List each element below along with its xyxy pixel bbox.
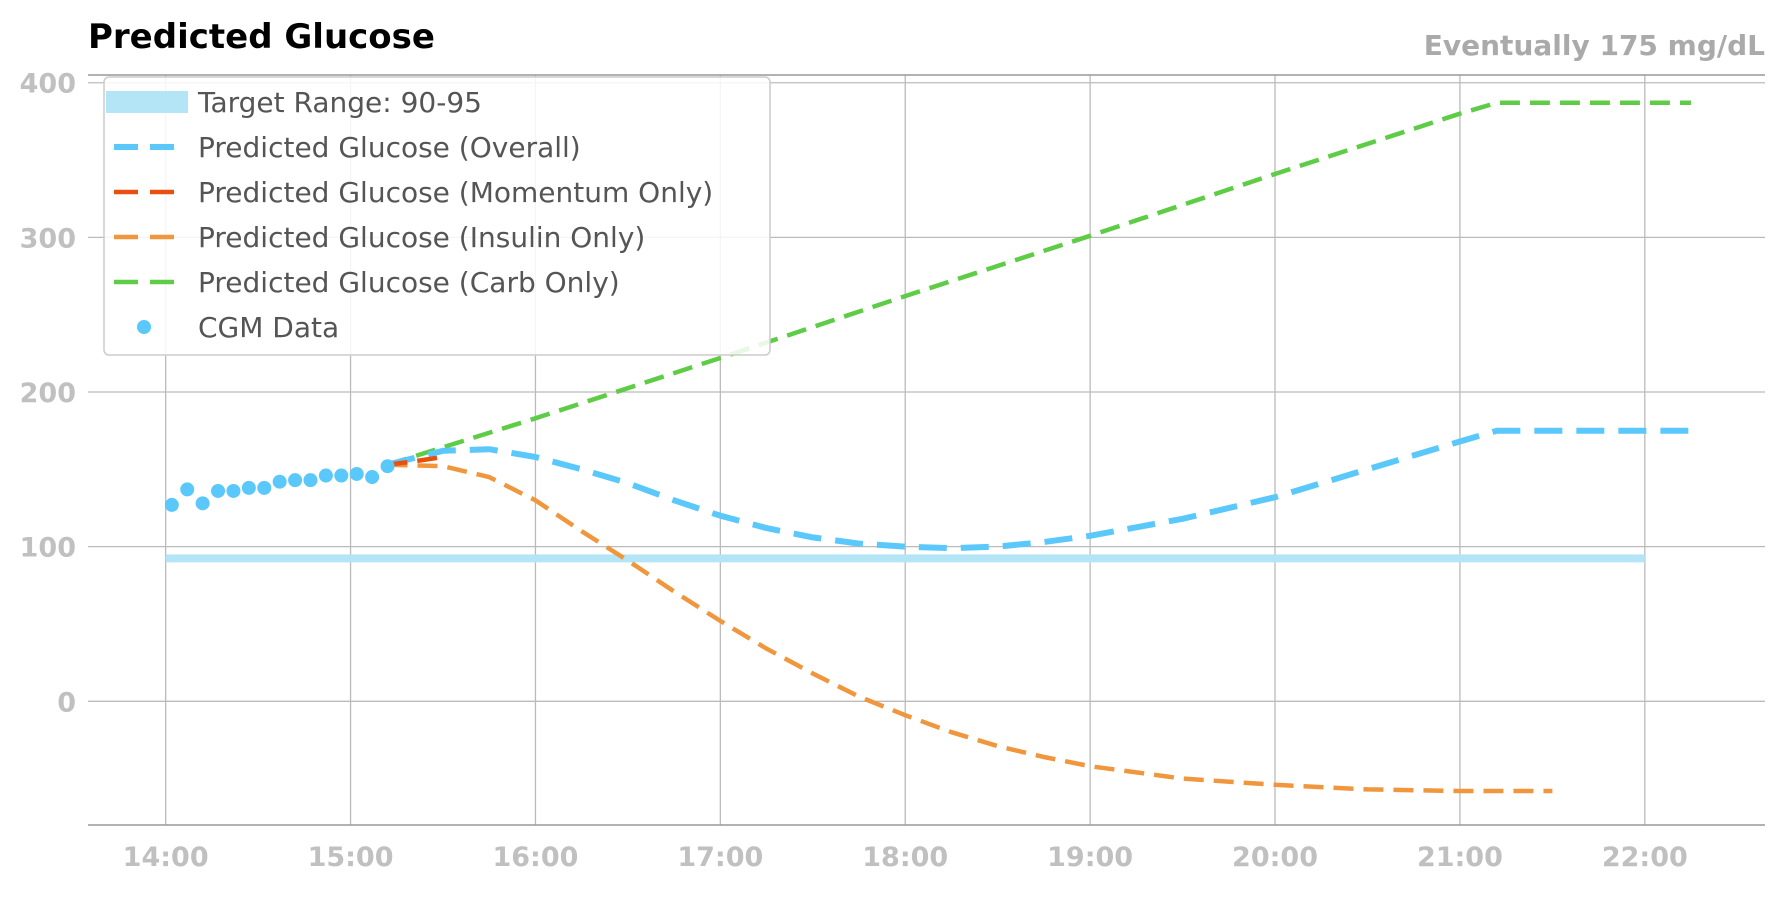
series-line-carb xyxy=(386,100,1691,467)
cgm-point xyxy=(334,468,349,483)
cgm-point xyxy=(349,466,364,481)
y-tick-label: 400 xyxy=(20,69,76,100)
legend-swatch-dot xyxy=(137,320,151,334)
cgm-points xyxy=(164,459,395,512)
series-line-momentum xyxy=(387,454,444,467)
axes xyxy=(88,74,1765,826)
x-tick-label: 14:00 xyxy=(123,842,209,873)
cgm-point xyxy=(257,480,272,495)
legend-box xyxy=(103,76,771,356)
x-tick-label: 19:00 xyxy=(1047,842,1133,873)
chart-subtitle: Eventually 175 mg/dL xyxy=(1424,29,1765,62)
legend: Target Range: 90-95 Predicted Glucose (Ov… xyxy=(103,76,771,356)
legend-swatch-target xyxy=(106,91,188,113)
legend-label: CGM Data xyxy=(198,311,339,344)
cgm-point xyxy=(241,480,256,495)
cgm-point xyxy=(288,473,303,488)
cgm-point xyxy=(318,468,333,483)
cgm-point xyxy=(303,473,318,488)
x-tick-label: 17:00 xyxy=(677,842,763,873)
legend-label: Predicted Glucose (Insulin Only) xyxy=(198,221,645,254)
y-tick-label: 200 xyxy=(20,378,76,409)
cgm-point xyxy=(180,482,195,497)
legend-label: Predicted Glucose (Momentum Only) xyxy=(198,176,713,209)
x-tick-label: 20:00 xyxy=(1232,842,1318,873)
target-range-band-rect xyxy=(165,554,1645,563)
cgm-point xyxy=(226,483,241,498)
legend-label: Predicted Glucose (Overall) xyxy=(198,131,581,164)
target-range-band xyxy=(165,554,1645,563)
cgm-point xyxy=(164,497,179,512)
x-tick-label: 18:00 xyxy=(862,842,948,873)
cgm-point xyxy=(195,496,210,511)
cgm-point xyxy=(365,470,380,485)
series-line-overall xyxy=(386,427,1691,552)
y-tick-label: 0 xyxy=(57,687,76,718)
tick-labels: 14:00 15:00 16:00 17:00 18:00 19:00 20:00 21:00… xyxy=(20,69,1688,873)
x-tick-label: 16:00 xyxy=(492,842,578,873)
series-line-insulin xyxy=(387,462,1553,794)
grid-lines xyxy=(88,75,1765,825)
x-tick-label: 22:00 xyxy=(1602,842,1688,873)
legend-label: Target Range: 90-95 xyxy=(197,86,482,119)
x-tick-label: 21:00 xyxy=(1417,842,1503,873)
legend-label: Predicted Glucose (Carb Only) xyxy=(198,266,620,299)
cgm-point xyxy=(272,474,287,489)
x-tick-label: 15:00 xyxy=(308,842,394,873)
cgm-point xyxy=(380,459,395,474)
cgm-point xyxy=(211,483,226,498)
chart-title: Predicted Glucose xyxy=(88,17,435,57)
y-tick-label: 100 xyxy=(20,533,76,564)
series-lines xyxy=(386,100,1691,794)
y-tick-label: 300 xyxy=(20,223,76,254)
